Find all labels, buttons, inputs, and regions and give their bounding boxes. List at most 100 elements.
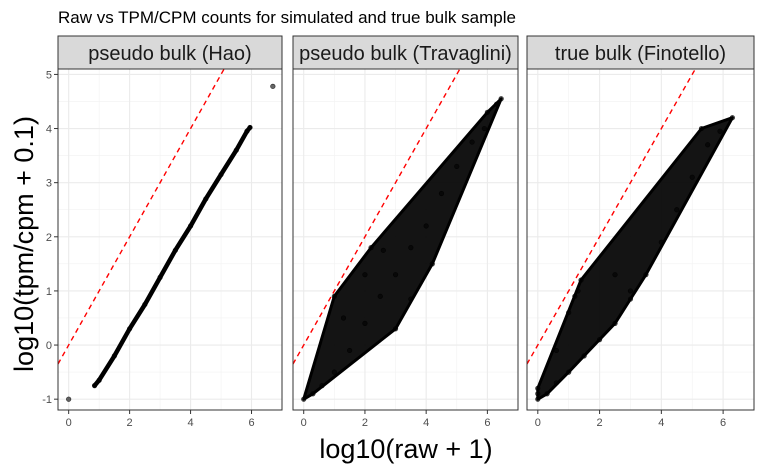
data-point <box>172 247 178 253</box>
data-point <box>368 245 374 251</box>
data-point <box>627 288 634 294</box>
data-point <box>575 288 581 294</box>
facet-panel: pseudo bulk (Travaglini) 0 2 4 6 <box>292 35 519 429</box>
data-point <box>377 293 383 299</box>
x-tick-label: 0 <box>301 417 307 429</box>
data-point <box>66 396 72 402</box>
x-tick-label: 0 <box>66 417 72 429</box>
y-tick-label: 5 <box>46 69 52 81</box>
gridlines <box>58 69 282 410</box>
y-tick-label: 2 <box>46 232 52 244</box>
data-point <box>310 391 316 397</box>
data-point <box>627 296 634 302</box>
data-point <box>729 115 735 121</box>
reference-line <box>58 69 225 365</box>
facet-strip-label: pseudo bulk (Travaglini) <box>299 43 512 65</box>
facet-strip-label: pseudo bulk (Hao) <box>88 43 251 65</box>
data-point <box>233 147 239 153</box>
facet-strip <box>526 35 755 70</box>
data-point <box>572 293 578 299</box>
panel-background <box>58 69 282 410</box>
y-tick-label: 0 <box>46 340 52 352</box>
data-point <box>270 83 276 89</box>
data-point <box>319 383 325 389</box>
x-tick-label: 4 <box>188 417 194 429</box>
data-point <box>674 207 680 213</box>
data-point <box>392 272 399 278</box>
facet-panel: pseudo bulk (Hao) 0 2 4 6 -1 0 1 2 3 4 5 <box>42 35 283 429</box>
x-tick-label: 2 <box>127 417 133 429</box>
data-points <box>527 69 735 402</box>
x-tick-label: 6 <box>248 417 254 429</box>
data-point <box>535 396 541 402</box>
x-tick-label: 6 <box>720 417 726 429</box>
data-point <box>596 337 603 343</box>
data-point <box>347 347 353 354</box>
reference-line <box>527 69 697 365</box>
data-point <box>658 239 664 245</box>
data-point <box>157 274 163 280</box>
data-point <box>142 301 148 308</box>
data-point <box>438 190 445 197</box>
data-point <box>203 196 209 202</box>
data-point <box>127 326 133 332</box>
reference-line <box>293 69 461 365</box>
data-point <box>698 125 705 132</box>
data-point <box>689 174 695 180</box>
data-point <box>566 309 572 316</box>
x-tick-label: 2 <box>597 417 603 429</box>
data-point <box>612 272 618 278</box>
y-tick-label: 1 <box>46 286 52 298</box>
data-point <box>218 171 224 178</box>
data-point <box>705 142 711 148</box>
x-tick-label: 0 <box>535 417 541 429</box>
y-tick-label: -1 <box>42 394 52 406</box>
data-point <box>331 293 337 299</box>
data-point <box>392 326 399 332</box>
y-tick-label: 4 <box>46 124 52 136</box>
data-point <box>301 396 307 402</box>
data-points <box>293 69 504 402</box>
x-tick-label: 2 <box>362 417 368 429</box>
x-tick-label: 4 <box>423 417 429 429</box>
data-point <box>408 296 414 302</box>
data-point <box>362 272 368 278</box>
data-point <box>493 101 500 107</box>
data-point <box>96 377 102 383</box>
facet-strip <box>292 35 519 70</box>
data-point <box>454 163 460 170</box>
data-point <box>380 247 386 253</box>
y-tick-label: 3 <box>46 178 52 190</box>
facet-strip <box>57 35 283 70</box>
x-tick-label: 6 <box>484 417 490 429</box>
data-point <box>244 128 250 134</box>
data-point <box>717 128 723 134</box>
data-point <box>362 320 368 326</box>
data-point <box>535 385 541 391</box>
data-point <box>469 139 475 145</box>
facet-panel: true bulk (Finotello) 0 2 4 6 <box>526 35 755 429</box>
data-point <box>498 96 504 102</box>
x-tick-label: 4 <box>658 417 664 429</box>
data-point <box>578 277 584 283</box>
data-point <box>553 380 559 386</box>
data-point <box>566 369 572 375</box>
data-point <box>581 353 587 359</box>
y-axis-label: log10(tpm/cpm + 0.1) <box>9 116 39 372</box>
data-point <box>612 320 618 326</box>
data-point <box>340 315 347 321</box>
facet-strip-label: true bulk (Finotello) <box>555 43 726 65</box>
data-point <box>331 369 337 375</box>
data-point <box>553 347 559 354</box>
chart-title: Raw vs TPM/CPM counts for simulated and … <box>58 8 516 27</box>
data-point <box>408 245 414 251</box>
data-point <box>91 383 98 389</box>
data-point <box>429 261 435 267</box>
data-point <box>111 353 117 359</box>
x-axis-label: log10(raw + 1) <box>319 434 492 464</box>
data-point <box>481 125 487 132</box>
data-point <box>423 223 429 229</box>
data-point <box>643 272 649 278</box>
